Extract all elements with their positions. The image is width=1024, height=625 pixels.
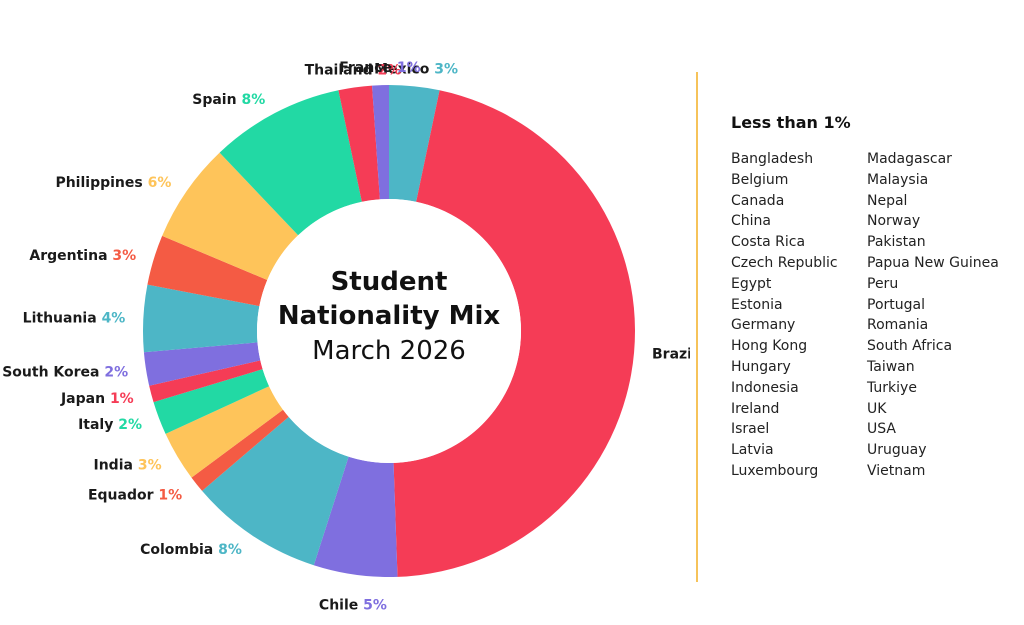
legend-item-china: China (731, 213, 771, 230)
slice-brazil (393, 90, 635, 577)
slice-label-mexico: Mexico 3% (374, 61, 458, 77)
legend-column-b: Madagascar Malaysia Nepal Norway Pakistan Pap… (867, 149, 999, 482)
slice-india (165, 386, 284, 478)
legend-item-madagascar: Madagascar (867, 151, 952, 167)
slice-mexico (389, 85, 440, 202)
legend-item-hong-kong: Hong Kong (731, 338, 808, 355)
slice-label-spain: Spain 8% (192, 92, 265, 108)
legend-item-malaysia: Malaysia (867, 171, 929, 188)
legend-item-pakistan: Pakistan (867, 234, 926, 251)
slice-thailand (338, 85, 380, 202)
slice-label-france: France 1% (339, 60, 420, 76)
slice-japan (149, 360, 263, 403)
legend-item-hungary: Hungary (731, 358, 791, 375)
slice-argentina (147, 235, 268, 307)
slice-label-south-korea: South Korea 2% (2, 365, 128, 381)
slice-label-italy: Italy 2% (78, 417, 142, 433)
legend-item-ireland: Ireland (731, 400, 780, 417)
legend-item-usa: USA (867, 421, 896, 438)
legend-item-south-africa: South Africa (867, 338, 953, 355)
slice-spain (219, 90, 362, 236)
slice-colombia (202, 416, 349, 566)
slice-label-equador: Equador 1% (88, 487, 182, 503)
legend-title: Less than 1% (731, 113, 851, 132)
slice-label-lithuania: Lithuania 4% (23, 310, 126, 326)
donut-chart: Mexico 3% Brazil 42% Chile 5% Colombia 8% Eq… (2, 60, 690, 613)
slice-label-india: India 3% (94, 458, 162, 474)
legend-item-papua-new-guinea: Papua New Guinea (867, 254, 999, 271)
slice-italy (153, 369, 270, 434)
slice-equador (191, 409, 289, 491)
legend-item-uruguay: Uruguay (867, 442, 927, 459)
slice-chile (313, 456, 398, 577)
slice-label-philippines: Philippines 6% (55, 175, 171, 191)
slice-lithuania (142, 284, 260, 353)
slice-label-argentina: Argentina 3% (29, 248, 136, 264)
legend-column-a: Bangladesh Belgium Canada China Costa Rica Cz… (731, 149, 838, 482)
slice-label-brazil: Brazil 42% (652, 347, 690, 363)
slice-label-chile: Chile 5% (319, 598, 387, 614)
legend-item-latvia: Latvia (731, 442, 774, 459)
legend-item-norway: Norway (867, 213, 921, 230)
slice-label-japan: Japan 1% (60, 391, 134, 407)
legend-item-costa-rica: Costa Rica (731, 234, 806, 251)
donut-hole (257, 199, 521, 463)
slice-label-thailand: Thailand 2% (305, 62, 402, 78)
legend-item-luxembourg: Luxembourg (731, 462, 819, 479)
donut-slices (142, 85, 635, 577)
legend-item-romania: Romania (867, 317, 929, 334)
legend-item-germany: Germany (731, 317, 796, 334)
legend-item-canada: Canada (731, 192, 785, 209)
legend-divider (696, 72, 698, 582)
slice-labels: Mexico 3% Brazil 42% Chile 5% Colombia 8% Eq… (2, 60, 690, 613)
chart-title-line-2: Nationality Mix (278, 301, 501, 331)
legend-item-belgium: Belgium (731, 171, 789, 188)
legend-item-egypt: Egypt (731, 275, 772, 292)
legend-item-uk: UK (867, 400, 887, 417)
legend-item-bangladesh: Bangladesh (731, 151, 814, 167)
legend-item-turkiye: Turkiye (867, 379, 917, 396)
legend-item-israel: Israel (731, 421, 770, 438)
slice-france (372, 85, 389, 200)
legend-item-indonesia: Indonesia (731, 379, 799, 396)
legend-item-vietnam: Vietnam (867, 462, 926, 479)
legend-item-taiwan: Taiwan (867, 358, 915, 375)
slice-south-korea (143, 342, 261, 386)
chart-title-line-1: Student (331, 267, 448, 297)
slice-label-colombia: Colombia 8% (140, 542, 242, 558)
legend-item-estonia: Estonia (731, 296, 783, 313)
chart-subtitle: March 2026 (312, 336, 466, 366)
legend-item-peru: Peru (867, 275, 899, 292)
legend-item-nepal: Nepal (867, 192, 908, 209)
legend-item-czech-republic: Czech Republic (731, 254, 838, 271)
legend-item-portugal: Portugal (867, 296, 925, 313)
slice-philippines (162, 152, 299, 280)
